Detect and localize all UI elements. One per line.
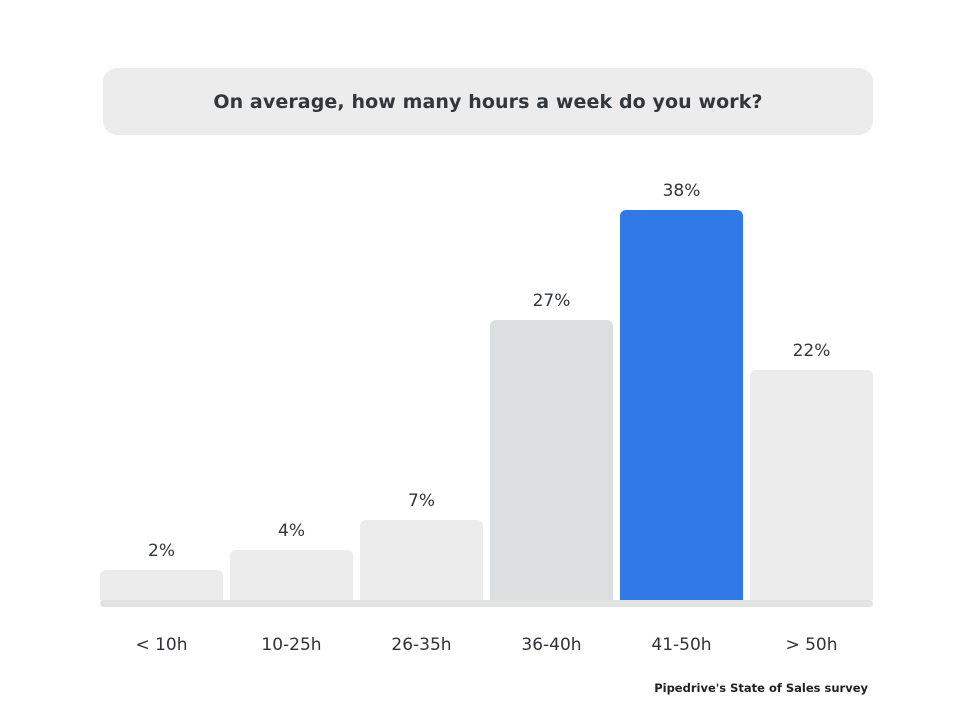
chart-title: On average, how many hours a week do you… xyxy=(213,90,763,113)
bar-3 xyxy=(490,320,613,600)
chart-title-box: On average, how many hours a week do you… xyxy=(103,68,873,135)
bar-column-1: 4% xyxy=(230,521,353,600)
bar-4 xyxy=(620,210,743,600)
bar-chart: 2% 4% 7% 27% 38% 22% < 10h 10-25h 26-35h 36-40h 4… xyxy=(100,165,873,655)
bar-value-label: 38% xyxy=(662,181,701,201)
bar-1 xyxy=(230,550,353,600)
bar-value-label: 7% xyxy=(408,491,435,511)
bar-column-3: 27% xyxy=(490,291,613,600)
bar-column-2: 7% xyxy=(360,491,483,600)
bar-5 xyxy=(750,370,873,600)
bar-2 xyxy=(360,520,483,600)
x-axis-label: 36-40h xyxy=(521,635,582,655)
x-axis-label: 26-35h xyxy=(391,635,452,655)
x-axis-label: < 10h xyxy=(135,635,188,655)
bar-value-label: 22% xyxy=(792,341,831,361)
bars-container: 2% 4% 7% 27% 38% 22% xyxy=(100,165,873,600)
bar-column-0: 2% xyxy=(100,541,223,600)
bar-column-5: 22% xyxy=(750,341,873,600)
source-caption: Pipedrive's State of Sales survey xyxy=(654,681,868,695)
bar-value-label: 2% xyxy=(148,541,175,561)
baseline-axis xyxy=(100,600,873,607)
x-axis-label: 41-50h xyxy=(651,635,712,655)
bar-column-4: 38% xyxy=(620,181,743,600)
bar-value-label: 27% xyxy=(532,291,571,311)
x-axis-labels: < 10h 10-25h 26-35h 36-40h 41-50h > 50h xyxy=(100,635,873,655)
x-axis-label: > 50h xyxy=(785,635,838,655)
bar-value-label: 4% xyxy=(278,521,305,541)
x-axis-label: 10-25h xyxy=(261,635,322,655)
bar-0 xyxy=(100,570,223,600)
